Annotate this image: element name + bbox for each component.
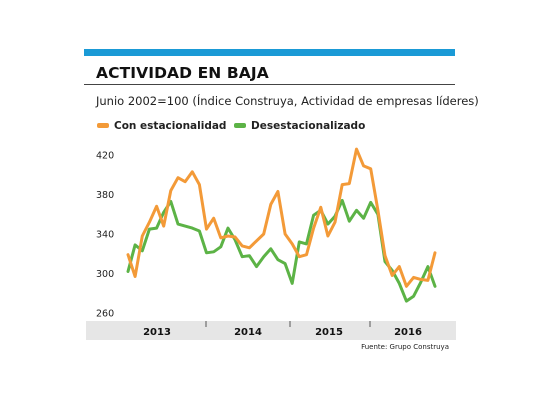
series-lines xyxy=(126,147,437,303)
legend-label: Desestacionalizado xyxy=(251,120,366,132)
x-tick-label-2016: 2016 xyxy=(394,327,422,338)
legend-swatch-green xyxy=(234,122,246,128)
y-tick-label: 380 xyxy=(96,190,114,201)
x-tick-label-2014: 2014 xyxy=(234,327,262,338)
legend-item-desestacionalizado: Desestacionalizado xyxy=(234,120,365,132)
series-line-con-estacionalidad xyxy=(126,147,437,288)
x-axis-year-band: 2013 2014 2015 2016 xyxy=(86,321,456,340)
legend-swatch-orange xyxy=(97,122,109,128)
chart-title: ACTIVIDAD EN BAJA xyxy=(96,64,269,82)
y-tick-label: 340 xyxy=(96,230,114,241)
x-tick-label-2015: 2015 xyxy=(315,327,343,338)
title-divider xyxy=(84,84,455,85)
year-band-background xyxy=(86,321,456,340)
y-tick-label: 300 xyxy=(96,269,114,280)
header-accent-bar xyxy=(84,49,455,56)
source-note: Fuente: Grupo Construya xyxy=(361,343,449,351)
x-tick-label-2013: 2013 xyxy=(143,327,171,338)
chart-subtitle: Junio 2002=100 (Índice Construya, Activi… xyxy=(96,94,479,108)
y-tick-label: 260 xyxy=(96,309,114,320)
y-tick-label: 420 xyxy=(96,151,114,162)
legend-label: Con estacionalidad xyxy=(114,120,227,132)
legend-item-con-estacionalidad: Con estacionalidad xyxy=(97,120,226,132)
y-axis: 260 300 340 380 420 xyxy=(96,151,114,320)
